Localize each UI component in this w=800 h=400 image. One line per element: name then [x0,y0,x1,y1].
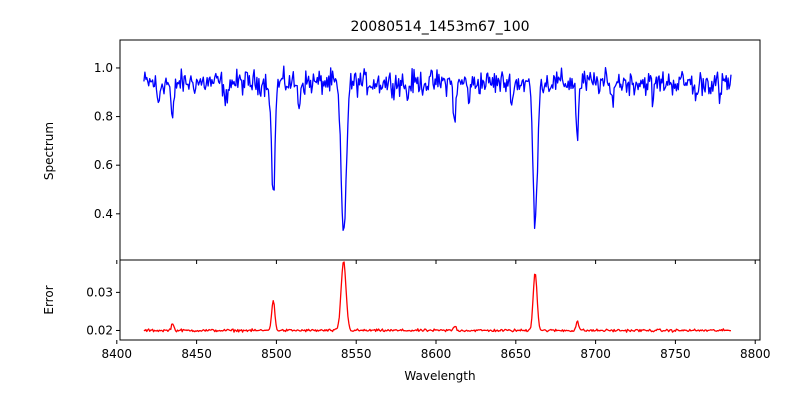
spectrum-ticks: 0.4 0.6 0.8 1.0 [94,61,756,264]
x-tick-label: 8750 [660,347,691,361]
error-panel: 0.02 0.03 8400 8450 8500 8550 8600 8650 8700 8750… [42,259,770,383]
error-y-axis-label: Error [42,285,56,314]
error-series-line [143,261,732,333]
spectrum-y-tick-label: 0.4 [94,207,113,221]
x-tick-label: 8400 [102,347,133,361]
x-tick-label: 8800 [740,347,771,361]
x-tick-label: 8700 [580,347,611,361]
spectrum-y-tick-label: 0.6 [94,158,113,172]
x-tick-label: 8500 [261,347,292,361]
error-y-tick-label: 0.02 [86,323,113,337]
spectrum-y-tick-label: 1.0 [94,61,113,75]
x-axis-label: Wavelength [404,369,475,383]
chart-title: 20080514_1453m67_100 [350,19,529,35]
spectrum-panel: 20080514_1453m67_100 0.4 0.6 0.8 1.0 Spectr… [42,19,761,264]
x-tick-label: 8450 [181,347,212,361]
spectrum-y-tick-label: 0.8 [94,110,113,124]
x-tick-label: 8550 [341,347,372,361]
spectrum-series-line [143,65,732,231]
x-tick-label: 8650 [501,347,532,361]
spectrum-y-axis-label: Spectrum [42,122,56,180]
error-axes-frame [119,259,761,341]
error-y-tick-label: 0.03 [86,285,113,299]
x-tick-label: 8600 [421,347,452,361]
error-ticks: 0.02 0.03 8400 8450 8500 8550 8600 8650 8700 8750… [86,285,770,361]
